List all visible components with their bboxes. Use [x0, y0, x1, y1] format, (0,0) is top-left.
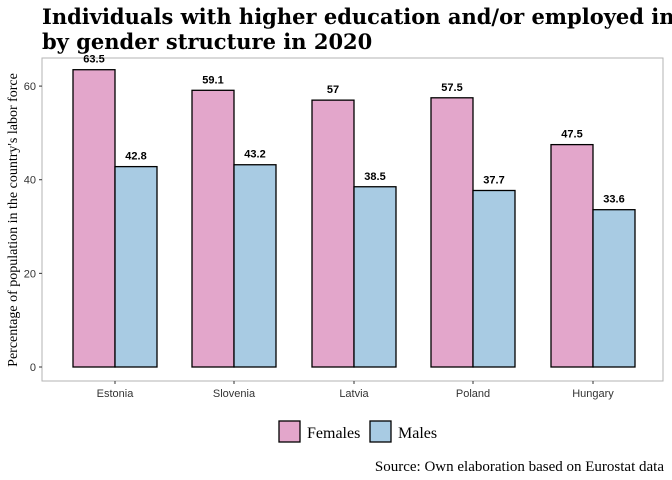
y-tick-label: 0	[30, 362, 36, 374]
bar-females-estonia	[72, 69, 116, 368]
chart-title: Individuals with higher education and/or…	[42, 4, 672, 29]
x-tick-label: Slovenia	[213, 388, 256, 400]
chart-title-line2: by gender structure in 2020	[42, 29, 372, 54]
bar-males-hungary	[592, 209, 636, 368]
data-label: 37.7	[483, 174, 504, 186]
data-label: 47.5	[561, 129, 582, 141]
y-tick-label: 60	[24, 81, 36, 93]
bar-females-slovenia	[191, 89, 235, 368]
bar-females-hungary	[550, 143, 594, 368]
bar-females-latvia	[311, 99, 355, 368]
legend-label-females: Females	[307, 425, 360, 442]
data-label: 57	[327, 84, 339, 96]
x-tick-label: Hungary	[572, 388, 614, 400]
data-labels: 63.5 59.1 57 57.5 47.5 42.8 43.2 38.5 37.7 33.6	[83, 54, 624, 206]
bars	[72, 69, 636, 368]
bar-males-latvia	[353, 186, 397, 368]
bar-females-poland	[430, 97, 474, 368]
bar-males-poland	[472, 189, 516, 368]
data-label: 33.6	[603, 194, 624, 206]
data-label: 42.8	[125, 151, 146, 163]
source-caption: Source: Own elaboration based on Eurosta…	[375, 459, 664, 475]
data-label: 59.1	[202, 74, 223, 86]
bar-males-estonia	[114, 165, 158, 368]
plot-panel	[41, 57, 664, 382]
y-axis: 0 20 40 60	[24, 81, 42, 374]
y-tick-label: 20	[24, 268, 36, 280]
x-tick-label: Latvia	[339, 388, 369, 400]
bar-males-slovenia	[233, 164, 277, 368]
data-label: 38.5	[364, 171, 385, 183]
y-axis-label: Percentage of population in the country'…	[6, 73, 21, 367]
legend-key-males	[369, 420, 392, 443]
x-axis: Estonia Slovenia Latvia Poland Hungary	[97, 381, 614, 400]
y-tick-label: 40	[24, 175, 36, 187]
legend: Females Males	[278, 420, 437, 443]
data-label: 43.2	[244, 149, 265, 161]
x-tick-label: Estonia	[97, 388, 135, 400]
data-label: 63.5	[83, 54, 104, 66]
legend-label-males: Males	[398, 425, 437, 442]
data-label: 57.5	[441, 82, 462, 94]
x-tick-label: Poland	[456, 388, 490, 400]
legend-key-females	[278, 420, 301, 443]
